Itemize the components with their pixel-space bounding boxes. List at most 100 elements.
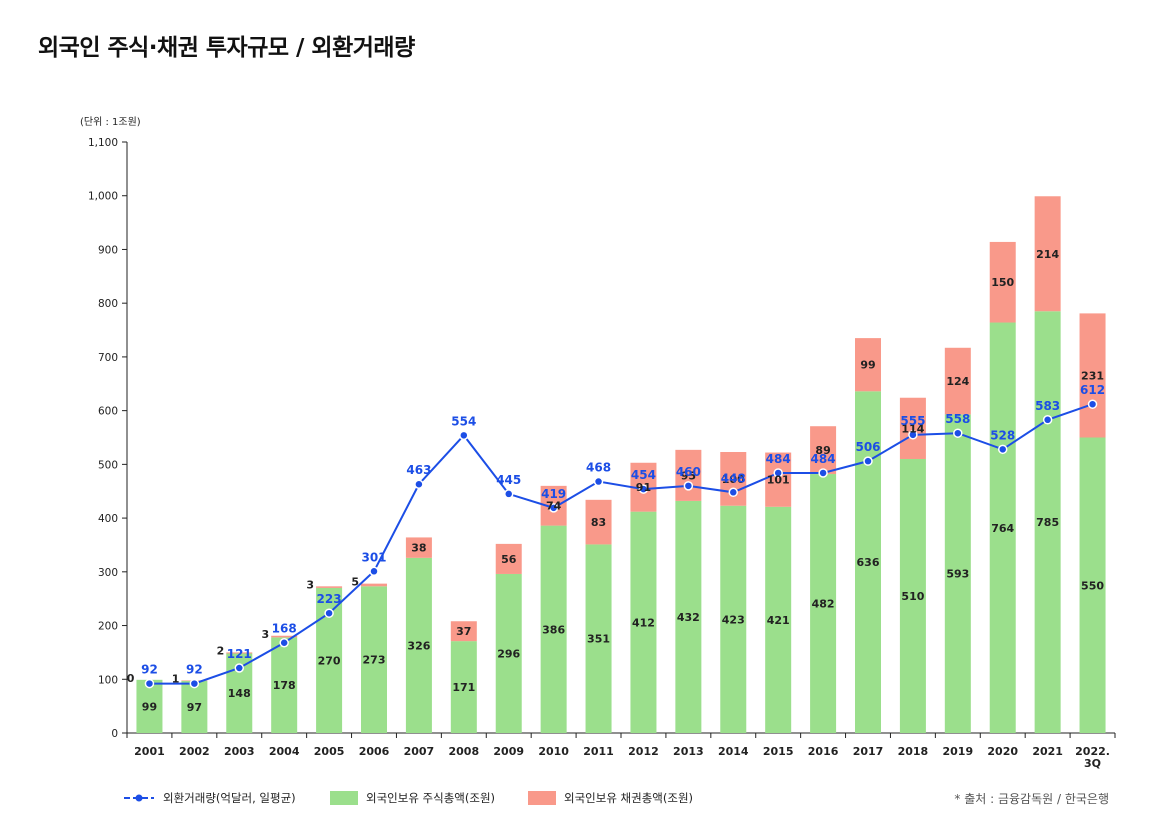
- stock-bar: [765, 506, 792, 733]
- y-tick-label: 1,100: [88, 137, 118, 149]
- bond-value-label: 214: [1036, 248, 1059, 261]
- stock-bar: [944, 414, 971, 733]
- bond-value-label: 101: [767, 474, 790, 487]
- stock-bar: [1079, 437, 1106, 733]
- y-tick-label: 800: [98, 298, 118, 310]
- y-tick-label: 300: [98, 567, 118, 579]
- bond-value-label: 5: [351, 576, 359, 589]
- x-tick-label: 2009: [493, 745, 524, 758]
- fx-volume-point: [818, 468, 828, 478]
- y-tick-label: 700: [98, 352, 118, 364]
- x-tick-label: 2019: [943, 745, 974, 758]
- bond-value-label: 91: [636, 481, 651, 494]
- bond-value-label: 2: [217, 644, 225, 657]
- x-tick-label: 2020: [987, 745, 1018, 758]
- legend-line-marker: [135, 794, 143, 802]
- bond-value-label: 100: [722, 473, 745, 486]
- stock-bar: [361, 586, 387, 733]
- fx-volume-label: 168: [272, 622, 297, 636]
- y-tick-label: 0: [111, 728, 118, 740]
- fx-volume-point: [683, 481, 694, 491]
- fx-volume-point: [144, 678, 155, 689]
- fx-volume-point: [593, 476, 604, 487]
- stock-value-label: 785: [1036, 516, 1059, 529]
- x-tick-label: 2013: [673, 745, 704, 758]
- x-tick-label: 2003: [224, 745, 255, 758]
- bond-bar: [1034, 196, 1061, 312]
- stock-bar: [495, 573, 522, 733]
- bond-bar: [316, 586, 343, 588]
- y-tick-label: 900: [98, 244, 118, 256]
- stock-value-label: 99: [142, 700, 157, 713]
- fx-volume-label: 223: [317, 592, 342, 606]
- bond-bar: [361, 583, 387, 587]
- stock-bar: [540, 525, 567, 733]
- x-tick-label: 2004: [269, 745, 300, 758]
- bond-bar: [989, 241, 1016, 323]
- fx-volume-label: 468: [586, 461, 611, 475]
- stock-value-label: 421: [767, 614, 790, 627]
- bond-bar: [405, 537, 432, 558]
- stock-bar: [899, 458, 926, 733]
- bond-bar: [675, 449, 702, 501]
- fx-volume-line: [149, 403, 1093, 685]
- stock-bar: [989, 322, 1016, 733]
- fx-volume-point: [638, 484, 649, 494]
- bond-bar: [271, 635, 298, 638]
- fx-volume-label: 558: [945, 412, 970, 426]
- fx-volume-point: [459, 430, 469, 441]
- fx-volume-point: [908, 430, 918, 440]
- bond-value-label: 74: [546, 500, 562, 513]
- x-tick-label: 2006: [359, 745, 390, 758]
- stock-bar: [1034, 311, 1061, 733]
- bond-value-label: 231: [1081, 369, 1104, 382]
- legend-line-label: 외환거래량(억달러, 일평균): [163, 791, 296, 805]
- bond-bar: [944, 347, 971, 415]
- fx-volume-label: 454: [631, 468, 656, 482]
- stock-value-label: 423: [722, 613, 745, 626]
- stock-bar: [181, 680, 208, 733]
- x-tick-label: 2010: [538, 745, 569, 758]
- stock-value-label: 412: [632, 616, 655, 629]
- legend-stock-swatch: [330, 791, 358, 805]
- fx-volume-point: [863, 456, 873, 466]
- fx-volume-point: [1042, 415, 1053, 425]
- data-labels: 99 0 97 1 148 2 178 3 270 3 273 5 326 38 171 37 296 56 386…: [127, 248, 1105, 714]
- x-tick-label: 2002: [179, 745, 210, 758]
- stock-value-label: 764: [991, 522, 1014, 535]
- line-series: [144, 399, 1098, 689]
- legend: 외환거래량(억달러, 일평균) 외국인보유 주식총액(조원) 외국인보유 채권총액(…: [124, 791, 693, 805]
- y-tick-label: 200: [98, 621, 118, 633]
- bond-value-label: 37: [456, 625, 471, 638]
- stock-value-label: 326: [407, 639, 430, 652]
- bond-value-label: 56: [501, 553, 517, 566]
- stock-bar: [720, 505, 747, 733]
- stock-value-label: 550: [1081, 579, 1104, 592]
- legend-bond-label: 외국인보유 채권총액(조원): [564, 791, 693, 805]
- bond-value-label: 150: [991, 276, 1014, 289]
- bond-value-label: 1: [172, 672, 180, 685]
- unit-label: (단위 : 1조원): [80, 115, 141, 128]
- fx-volume-label: 506: [855, 440, 880, 454]
- bond-value-label: 38: [411, 542, 426, 555]
- stock-value-label: 273: [363, 654, 386, 667]
- fx-volume-label: 554: [451, 414, 476, 428]
- stock-bar: [405, 557, 432, 733]
- stock-bar: [810, 474, 837, 733]
- x-tick-label: 3Q: [1084, 757, 1101, 770]
- fx-volume-label: 419: [541, 487, 566, 501]
- fx-volume-label: 121: [227, 647, 252, 661]
- x-tick-label: 2017: [853, 745, 884, 758]
- fx-volume-label: 92: [186, 663, 203, 677]
- stock-bar: [271, 637, 298, 733]
- axes: 01002003004005006007008009001,0001,10020…: [88, 137, 1116, 770]
- y-tick-label: 600: [98, 406, 118, 418]
- fx-volume-point: [1087, 399, 1098, 409]
- fx-volume-point: [728, 487, 739, 498]
- fx-volume-point: [279, 637, 289, 648]
- bond-bar: [450, 621, 477, 642]
- fx-volume-label: 460: [676, 465, 701, 479]
- bond-bar: [810, 426, 837, 475]
- y-tick-label: 500: [98, 459, 118, 471]
